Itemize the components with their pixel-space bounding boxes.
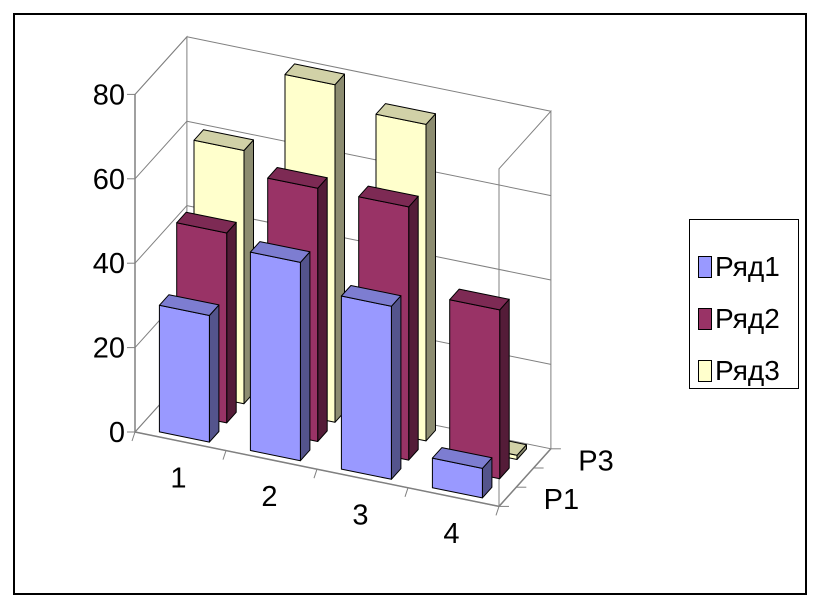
- bar-s1-c2-top: [249, 241, 311, 263]
- bar-s2-c1-top: [176, 211, 237, 234]
- bar-s1-c3-top: [340, 285, 402, 307]
- y-tick-label: 80: [93, 79, 125, 111]
- bar-s3-c1-top: [193, 129, 254, 151]
- legend-item-series-1: Ряд1: [698, 251, 780, 282]
- legend-label-series-1: Ряд1: [715, 251, 780, 282]
- bar-s2-c3-side: [408, 195, 419, 461]
- bar-s2-c4-top: [449, 288, 510, 311]
- x-tick-label: 4: [443, 518, 459, 550]
- legend: Ряд1 Ряд2 Ряд3: [689, 219, 799, 389]
- gridline-side: [134, 120, 188, 180]
- x-tick-mark: [222, 450, 227, 460]
- legend-swatch-series-1: [698, 256, 712, 278]
- bar-s2-c2-side: [317, 177, 328, 442]
- bar-s1-c3-side: [390, 295, 402, 480]
- gridline-back: [186, 36, 552, 112]
- legend-item-series-2: Ряд2: [698, 303, 780, 334]
- x-tick-label: 1: [170, 462, 186, 494]
- y-tick-label: 0: [109, 417, 125, 449]
- bar-s1-c1-side: [208, 304, 220, 443]
- legend-label-series-2: Ряд2: [715, 303, 780, 334]
- bar-s1-c1-top: [158, 294, 220, 316]
- depth-tick-label: Р1: [544, 484, 579, 516]
- bar-s2-c1-side: [226, 221, 237, 424]
- y-tick-label: 40: [93, 248, 125, 280]
- x-tick-label: 2: [261, 481, 277, 513]
- y-tick-label: 60: [93, 164, 125, 196]
- bar-s2-c3-top: [358, 185, 419, 208]
- bar-s2-c4-side: [499, 298, 510, 480]
- bar-s3-c2-top: [284, 63, 345, 86]
- bar-s2-c2-top: [267, 167, 328, 189]
- gridline-back: [186, 120, 552, 197]
- bar-s1-c2-front: [249, 251, 301, 462]
- x-tick-mark: [131, 431, 136, 442]
- x-tick-label: 3: [352, 500, 368, 532]
- x-tick-mark: [495, 506, 500, 516]
- legend-swatch-series-2: [698, 308, 712, 330]
- bar-s1-c4-top: [431, 447, 493, 469]
- gridline-side: [134, 36, 188, 95]
- bar-s1-c3-front: [340, 295, 392, 480]
- bar-s1-c2-side: [299, 251, 311, 462]
- bar-s1-c1-front: [158, 304, 210, 443]
- y-tick-label: 20: [93, 333, 125, 365]
- gridline-side: [134, 205, 188, 264]
- depth-tick-label: Р3: [578, 445, 613, 477]
- legend-item-series-3: Ряд3: [698, 355, 780, 386]
- legend-swatch-series-3: [698, 360, 712, 382]
- bar-s3-c3-top: [375, 103, 436, 125]
- x-tick-mark: [313, 469, 318, 479]
- legend-label-series-3: Ряд3: [715, 355, 780, 386]
- bar-s3-c3-side: [425, 113, 436, 442]
- x-tick-mark: [404, 487, 409, 497]
- depth-axis-line: [498, 448, 552, 507]
